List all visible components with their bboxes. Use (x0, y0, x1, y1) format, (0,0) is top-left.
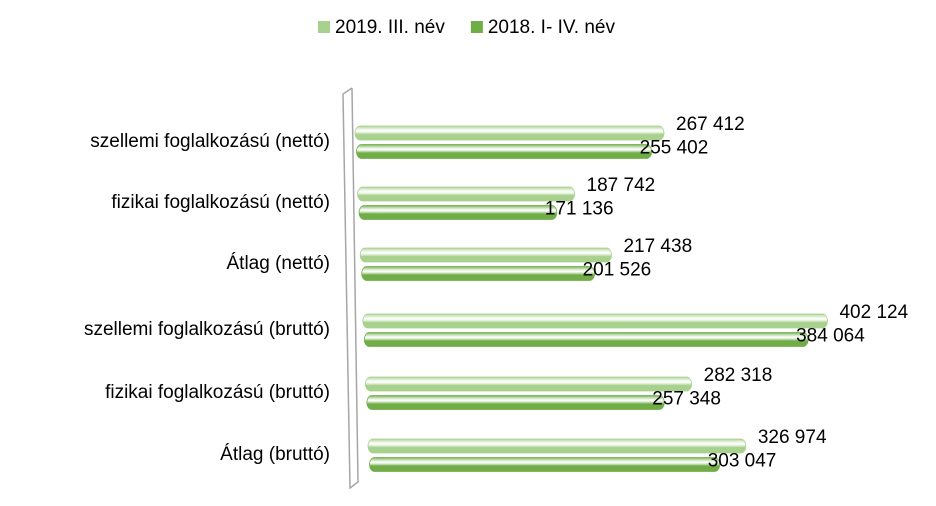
y-tick-label: szellemi foglalkozású (bruttó) (84, 319, 330, 340)
legend-label: 2018. I- IV. név (488, 17, 616, 38)
legend-swatch (470, 21, 483, 33)
y-tick-label: Átlag (bruttó) (220, 444, 330, 465)
data-label: 282 318 (704, 365, 773, 386)
data-label: 201 526 (583, 260, 652, 281)
bar (369, 457, 721, 472)
bar (361, 266, 595, 281)
data-label: 171 136 (545, 199, 614, 220)
bar (358, 205, 558, 220)
data-label: 267 412 (676, 114, 745, 135)
y-tick-label: fizikai foglalkozású (nettó) (111, 192, 330, 213)
data-label: 217 438 (623, 236, 692, 257)
data-label: 303 047 (708, 451, 777, 472)
bar (363, 332, 809, 347)
data-label: 402 124 (839, 302, 908, 323)
bar (366, 395, 665, 410)
bar (357, 186, 575, 202)
chart-wall (342, 87, 359, 490)
data-label: 255 402 (640, 138, 709, 159)
y-tick-label: szellemi foglalkozású (nettó) (90, 131, 330, 152)
bar (354, 125, 665, 141)
bar (356, 144, 653, 159)
data-label: 326 974 (758, 427, 827, 448)
data-label: 187 742 (587, 175, 656, 196)
y-tick-label: Átlag (nettó) (227, 253, 331, 274)
data-label: 384 064 (796, 326, 865, 347)
bar (362, 313, 828, 329)
bar (364, 376, 693, 392)
bar (359, 247, 612, 263)
bar (367, 438, 747, 454)
data-label: 257 348 (652, 389, 721, 410)
legend-label: 2019. III. név (335, 17, 445, 38)
legend-swatch (318, 21, 330, 33)
y-tick-label: fizikai foglalkozású (bruttó) (105, 382, 330, 403)
